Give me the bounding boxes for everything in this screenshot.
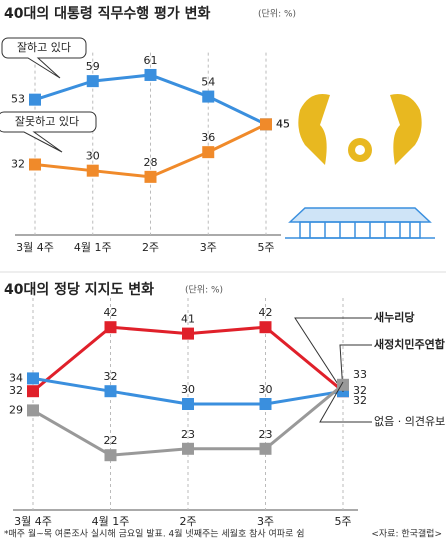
callout — [0, 111, 97, 153]
emblem — [298, 94, 422, 165]
point — [104, 321, 117, 334]
point — [144, 68, 157, 81]
data-label: 23 — [259, 428, 273, 441]
leader-line — [294, 317, 372, 393]
point — [202, 146, 215, 159]
x-tick-label: 4월 1주 — [74, 241, 112, 254]
point — [259, 442, 272, 455]
x-tick-label: 3월 4주 — [14, 515, 52, 528]
x-tick-label: 3주 — [257, 515, 274, 528]
point — [27, 385, 39, 398]
point — [104, 449, 117, 462]
x-tick-label: 3월 4주 — [16, 241, 54, 254]
data-label: 54 — [201, 76, 215, 89]
data-label: 32 — [353, 394, 367, 407]
data-label: 45 — [276, 117, 290, 130]
data-label: 32 — [353, 384, 367, 397]
data-label: 42 — [259, 306, 273, 319]
point — [27, 372, 39, 385]
point — [144, 170, 157, 183]
data-label: 32 — [9, 384, 23, 397]
point — [27, 404, 39, 417]
data-label: 45 — [276, 117, 290, 130]
point — [259, 321, 272, 334]
data-label: 34 — [9, 371, 23, 384]
data-label: 29 — [9, 403, 23, 416]
data-label: 22 — [104, 434, 118, 447]
x-tick-label: 5주 — [257, 241, 274, 254]
legend-label: 잘하고 있다 — [17, 40, 71, 54]
legend-label: 잘못하고 있다 — [15, 114, 79, 128]
x-tick-label: 5주 — [334, 515, 351, 528]
point — [202, 90, 215, 103]
data-label: 33 — [353, 368, 367, 381]
callout — [1, 37, 87, 79]
data-label: 30 — [259, 383, 273, 396]
data-label: 30 — [181, 383, 195, 396]
x-tick-label: 4월 1주 — [92, 515, 130, 528]
point — [259, 398, 272, 410]
point — [29, 93, 41, 106]
data-label: 53 — [11, 93, 25, 106]
point — [182, 327, 194, 340]
chart-subtitle: (단위: %) — [185, 285, 223, 296]
point — [86, 75, 99, 88]
blue-house — [285, 207, 435, 239]
point — [260, 118, 272, 131]
chart-title: 40대의 정당 지지도 변화 — [4, 281, 154, 298]
point — [182, 442, 194, 455]
data-label: 36 — [201, 131, 215, 144]
data-label: 30 — [86, 150, 100, 163]
footnote: *매주 월~목 여론조사 실시해 금요일 발표. 4월 넷째주는 세월호 참사 … — [4, 528, 305, 540]
point — [86, 164, 99, 177]
point — [29, 158, 41, 171]
data-label: 41 — [181, 313, 195, 326]
point — [182, 398, 194, 410]
legend-label: 없음 · 의견유보 — [374, 415, 445, 428]
x-tick-label: 3주 — [200, 241, 217, 254]
data-label: 32 — [11, 158, 25, 171]
point — [104, 385, 117, 398]
data-label: 23 — [181, 428, 195, 441]
source: <자료: 한국갤럽> — [371, 528, 442, 540]
legend-label: 새정치민주연합 — [374, 337, 445, 351]
data-label: 59 — [86, 60, 100, 73]
data-label: 42 — [104, 306, 118, 319]
chart-title: 40대의 대통령 직무수행 평가 변화 — [4, 5, 211, 22]
data-label: 32 — [104, 370, 118, 383]
legend-label: 새누리당 — [374, 310, 414, 324]
data-label: 28 — [144, 156, 158, 169]
x-tick-label: 2주 — [142, 241, 159, 254]
leader-line — [339, 344, 372, 393]
leader-line — [319, 381, 372, 423]
x-tick-label: 2주 — [179, 515, 196, 528]
chart-subtitle: (단위: %) — [258, 9, 296, 20]
data-label: 61 — [144, 54, 158, 67]
